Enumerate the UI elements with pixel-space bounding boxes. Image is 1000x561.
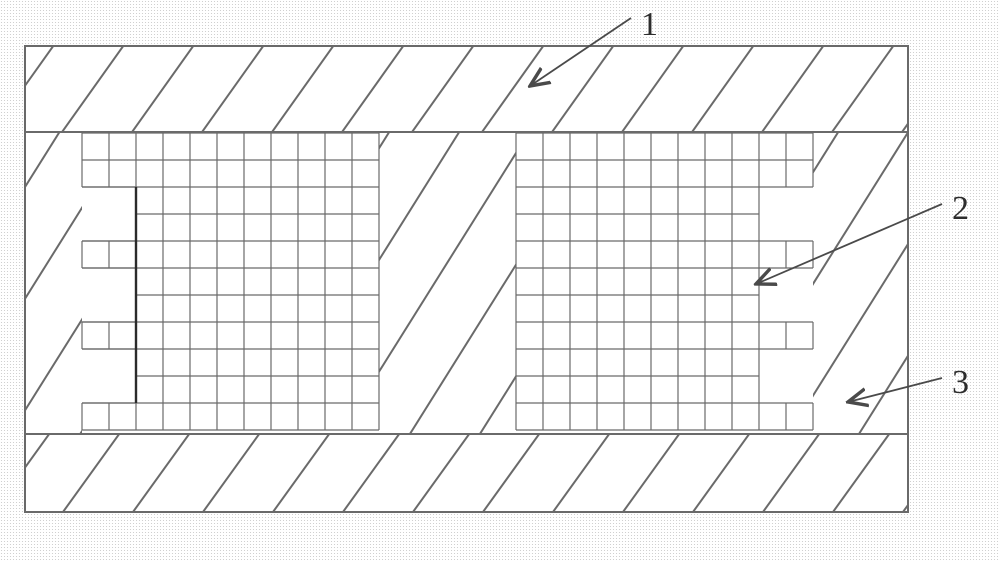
callout-2-label: 2	[952, 190, 969, 228]
callout-3-label: 3	[952, 364, 969, 402]
callout-1-label: 1	[641, 6, 658, 44]
diagram-svg	[0, 0, 1000, 561]
diagram-canvas: 1 2 3	[0, 0, 1000, 561]
